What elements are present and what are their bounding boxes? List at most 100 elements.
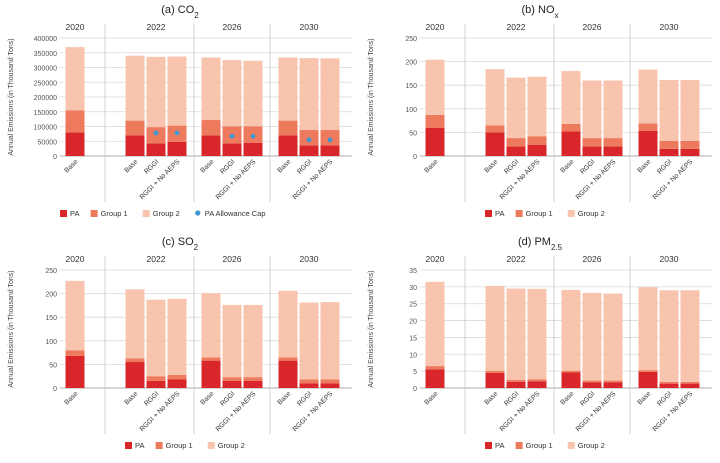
bar-segment-group-1 (243, 377, 263, 381)
bar-segment-group-1 (603, 380, 623, 383)
legend-label: Group 1 (526, 441, 553, 450)
bar-segment-pa (561, 131, 581, 156)
legend-label: PA Allowance Cap (205, 209, 266, 218)
bar-segment-pa (680, 148, 700, 156)
category-label: RGGI + No AEPS (499, 390, 542, 433)
category-label: RGGI + No AEPS (499, 158, 542, 201)
category-label: Base (424, 390, 440, 406)
bar-segment-group-1 (146, 376, 166, 381)
legend-swatch (207, 442, 215, 449)
category-label: RGGI + No AEPS (215, 390, 258, 433)
bar-segment-pa (243, 142, 263, 156)
bar-segment-pa (278, 135, 298, 156)
year-label: 2020 (426, 22, 445, 32)
bar-segment-group-1 (201, 357, 221, 361)
legend-label: Group 2 (578, 441, 605, 450)
bar-segment-group-1 (506, 138, 526, 147)
y-tick-label: 250 (45, 268, 57, 275)
year-label: 2030 (300, 254, 319, 264)
category-label: RGGI (579, 390, 596, 407)
chart-panel-4: (d) PM2.5 2020 2022 2026 2030 0 5 10 15 20 25 30 35 A… (368, 236, 712, 450)
bar-segment-pa (527, 144, 547, 156)
bar-segment-pa (125, 362, 145, 388)
year-label: 2022 (507, 254, 526, 264)
bar-segment-group-2 (146, 56, 166, 128)
chart-panel-1: (a) CO2 2020 2022 2026 2030 0 50000 100000 15000… (8, 4, 352, 218)
bar-segment-group-1 (680, 140, 700, 149)
bar-segment-pa (278, 360, 298, 388)
y-tick-label: 250 (405, 36, 417, 43)
year-label: 2026 (583, 254, 602, 264)
bar-segment-group-1 (299, 379, 319, 384)
bar-segment-group-2 (561, 289, 581, 371)
legend-swatch (515, 442, 523, 449)
legend-swatch (485, 442, 492, 449)
bar-segment-group-1 (201, 120, 221, 136)
allowance-cap-marker (153, 130, 159, 136)
bar-segment-group-1 (527, 379, 547, 382)
category-label: Base (637, 158, 653, 174)
bar-segment-pa (561, 372, 581, 388)
legend-swatch (60, 210, 67, 217)
bar-segment-group-1 (425, 114, 445, 128)
bar-segment-pa (603, 146, 623, 156)
y-tick-label: 250000 (34, 80, 57, 87)
bar-segment-group-2 (527, 288, 547, 380)
category-label: Base (200, 158, 216, 174)
year-label: 2026 (583, 22, 602, 32)
year-label: 2030 (660, 22, 679, 32)
category-label: RGGI + No AEPS (292, 390, 335, 433)
category-label: RGGI (219, 390, 236, 407)
legend-swatch (567, 442, 575, 449)
bar-segment-pa (485, 132, 505, 156)
category-label: RGGI (579, 158, 596, 175)
year-label: 2030 (300, 22, 319, 32)
category-label: Base (277, 158, 293, 174)
allowance-cap-marker (306, 137, 312, 143)
category-label: RGGI (656, 158, 673, 175)
bar-segment-group-2 (167, 298, 187, 375)
bar-segment-pa (527, 381, 547, 388)
category-label: Base (560, 158, 576, 174)
legend-label: PA (495, 209, 504, 218)
bar-segment-pa (320, 383, 340, 388)
y-tick-label: 35 (409, 268, 417, 275)
bar-segment-group-2 (278, 290, 298, 358)
y-tick-label: 50 (409, 130, 417, 137)
bar-segment-group-2 (167, 56, 187, 126)
y-tick-label: 0 (53, 386, 57, 393)
category-label: RGGI (296, 390, 313, 407)
category-label: Base (484, 158, 500, 174)
bar-segment-group-1 (167, 374, 187, 380)
bar-segment-pa (582, 146, 602, 156)
bar-segment-pa (299, 383, 319, 388)
chart-title: (b) NOx (522, 4, 559, 20)
bar-segment-group-1 (582, 138, 602, 147)
legend-swatch (567, 210, 575, 217)
category-label: Base (484, 390, 500, 406)
y-tick-label: 0 (413, 386, 417, 393)
bar-segment-group-2 (485, 69, 505, 126)
bar-segment-pa (146, 143, 166, 156)
category-label: RGGI + No AEPS (575, 158, 618, 201)
y-tick-label: 0 (413, 154, 417, 161)
legend-swatch (195, 210, 201, 216)
year-label: 2026 (223, 254, 242, 264)
bar-segment-group-1 (638, 123, 658, 131)
y-tick-label: 25 (409, 302, 417, 309)
bar-segment-group-1 (485, 370, 505, 373)
category-label: Base (200, 390, 216, 406)
bar-segment-group-2 (299, 58, 319, 131)
category-label: RGGI + No AEPS (139, 390, 182, 433)
y-axis-label: Annual Emissions (in Thousand Tons) (368, 270, 375, 387)
legend-label: PA (70, 209, 79, 218)
bar-segment-group-2 (320, 58, 340, 131)
y-tick-label: 200 (405, 60, 417, 67)
bar-segment-group-2 (222, 304, 242, 378)
category-label: Base (424, 158, 440, 174)
bar-segment-pa (125, 135, 145, 156)
bar-segment-pa (638, 371, 658, 388)
legend-label: PA (135, 441, 144, 450)
bar-segment-group-2 (243, 304, 263, 378)
bar-segment-group-1 (222, 377, 242, 381)
